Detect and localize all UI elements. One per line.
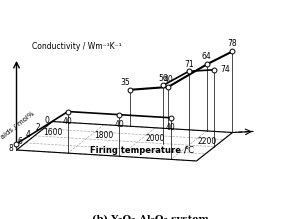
Text: 71: 71 (184, 60, 194, 69)
Text: 2: 2 (35, 123, 40, 132)
Text: 56: 56 (158, 74, 168, 83)
Text: 1800: 1800 (94, 131, 114, 140)
Text: Firing temperature /: Firing temperature / (90, 146, 187, 155)
Text: 40: 40 (163, 75, 173, 84)
Text: 35: 35 (120, 78, 130, 87)
Text: 2000: 2000 (146, 134, 165, 143)
Text: 8: 8 (8, 144, 13, 154)
Text: 40: 40 (115, 120, 124, 129)
Text: Conductivity / Wm⁻¹K⁻¹: Conductivity / Wm⁻¹K⁻¹ (32, 42, 121, 51)
Text: 78: 78 (228, 39, 237, 48)
Text: 0: 0 (44, 116, 49, 125)
Text: 74: 74 (220, 65, 230, 74)
Text: °C: °C (184, 146, 195, 155)
Text: 4: 4 (26, 130, 31, 139)
Text: 64: 64 (202, 52, 212, 61)
Text: 40: 40 (63, 117, 73, 126)
Text: Amount of aids / mol%: Amount of aids / mol% (0, 111, 35, 164)
Text: 1600: 1600 (43, 128, 62, 137)
Text: 2200: 2200 (197, 137, 216, 146)
Text: 40: 40 (166, 123, 176, 132)
Text: (b) Y₂O₃-Al₂O₃ system: (b) Y₂O₃-Al₂O₃ system (92, 215, 208, 219)
Text: 6: 6 (17, 137, 22, 146)
